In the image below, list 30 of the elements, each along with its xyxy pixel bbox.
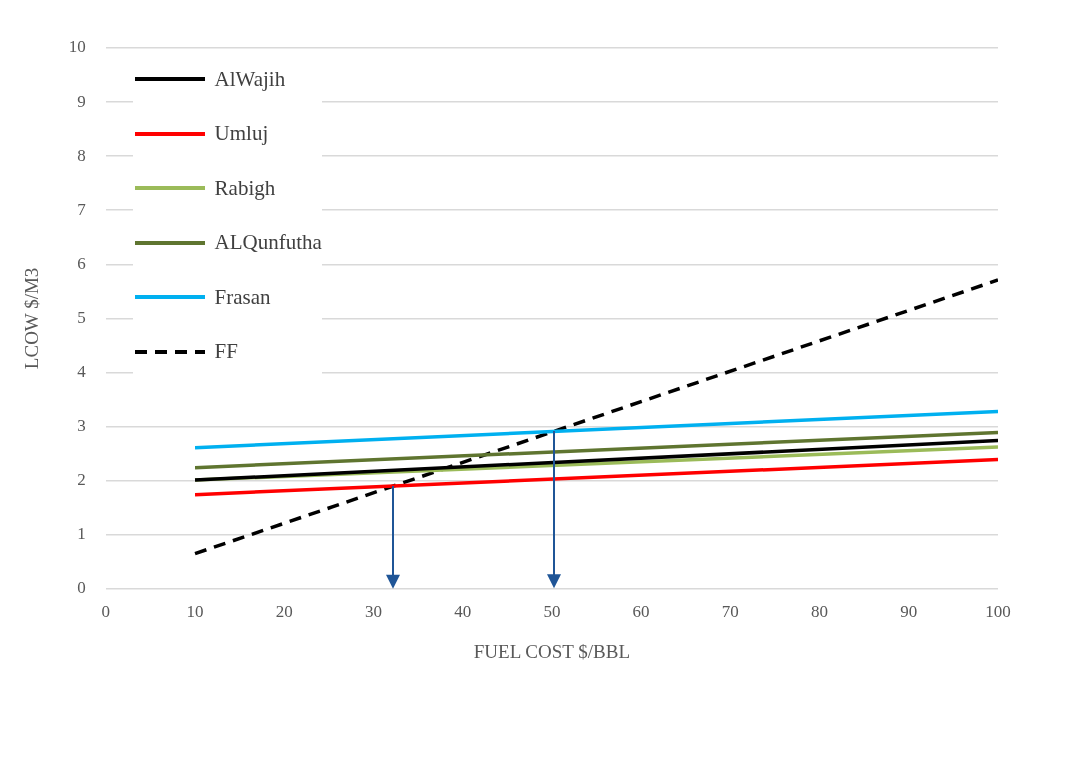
x-tick-label: 40: [454, 602, 472, 622]
y-tick-label: 0: [77, 578, 86, 598]
legend-label: Frasan: [214, 284, 271, 310]
legend-label: ALQunfutha: [214, 230, 322, 256]
x-tick-label: 60: [632, 602, 650, 622]
x-tick-label: 30: [364, 602, 382, 622]
y-tick-label: 3: [77, 416, 86, 436]
y-tick-label: 8: [77, 145, 86, 165]
y-tick-label: 6: [77, 253, 86, 273]
y-tick-label: 2: [77, 470, 86, 490]
legend-label: FF: [214, 339, 238, 365]
legend-label: Umluj: [214, 121, 269, 147]
x-tick-label: 100: [985, 602, 1011, 622]
x-tick-label: 90: [900, 602, 918, 622]
y-tick-label: 7: [77, 199, 87, 219]
x-tick-label: 70: [721, 602, 739, 622]
y-tick-label: 4: [77, 361, 87, 381]
legend-label: AlWajih: [214, 66, 286, 92]
y-axis-title: LCOW $/M3: [21, 267, 43, 370]
y-tick-label: 10: [68, 37, 86, 57]
x-tick-label: 10: [186, 602, 204, 622]
y-tick-label: 1: [77, 524, 86, 544]
y-tick-label: 5: [77, 307, 86, 327]
legend-label: Rabigh: [214, 175, 276, 201]
x-tick-label: 0: [101, 602, 111, 622]
y-tick-label: 9: [77, 91, 86, 111]
x-tick-label: 80: [811, 602, 829, 622]
x-tick-label: 50: [543, 602, 561, 622]
x-axis-title: FUEL COST $/BBL: [473, 640, 631, 662]
x-tick-label: 20: [275, 602, 293, 622]
